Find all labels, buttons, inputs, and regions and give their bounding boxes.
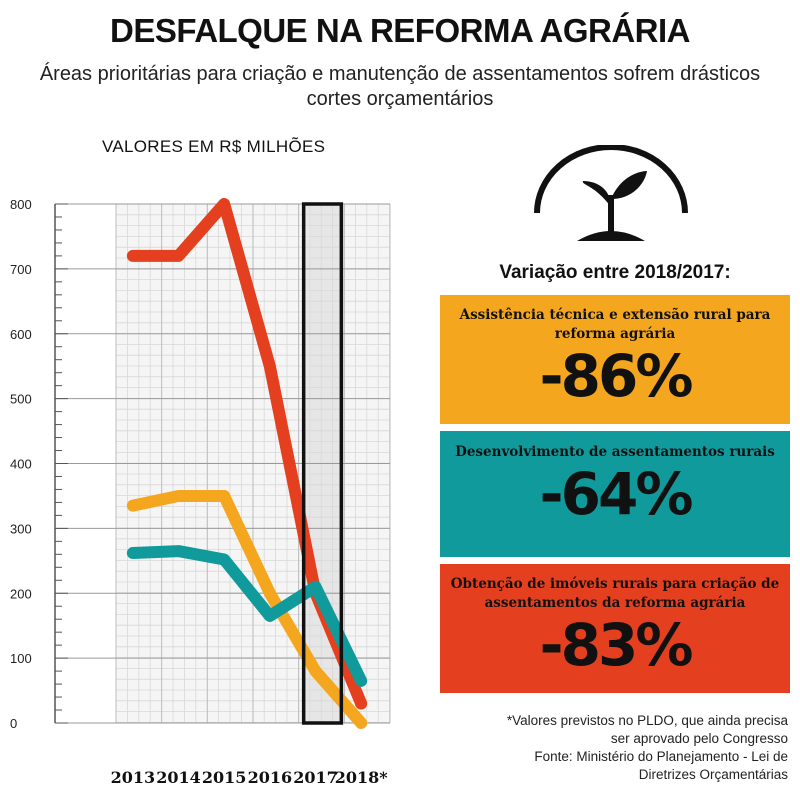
- source-line: Fonte: Ministério do Planejamento - Lei …: [534, 749, 788, 764]
- variation-card-desc: Desenvolvimento de assentamentos rurais: [455, 444, 775, 460]
- y-tick-label: 300: [10, 521, 32, 536]
- y-tick-label: 600: [10, 327, 32, 342]
- source-line: Diretrizes Orçamentárias: [638, 767, 788, 782]
- variation-card-desc: Assistência técnica e extensão rural par…: [459, 307, 771, 342]
- variation-card-desenvolvimento: Desenvolvimento de assentamentos rurais …: [440, 431, 790, 557]
- x-tick-label: 2015: [202, 768, 247, 787]
- variation-card-pct: -83%: [539, 611, 694, 679]
- variation-card-desc: Obtenção de imóveis rurais para criação …: [450, 576, 780, 611]
- footnote: *Valores previstos no PLDO, que ainda pr…: [428, 712, 788, 784]
- variation-card-pct: -86%: [539, 342, 694, 410]
- x-tick-label: 2014: [156, 768, 201, 787]
- x-tick-label: 2013: [111, 768, 156, 787]
- plant-sprout-icon: [534, 145, 688, 241]
- y-tick-label: 700: [10, 262, 32, 277]
- y-tick-label: 800: [10, 197, 32, 212]
- y-tick-label: 0: [10, 716, 17, 731]
- variation-card-obtencao: Obtenção de imóveis rurais para criação …: [440, 564, 790, 693]
- page-title: DESFALQUE NA REFORMA AGRÁRIA: [110, 12, 691, 49]
- series-line-2: [126, 489, 368, 729]
- series-line-3: [126, 545, 368, 687]
- y-tick-label: 500: [10, 392, 32, 407]
- footnote-line: ser aprovado pelo Congresso: [610, 731, 788, 746]
- page-subtitle: Áreas prioritárias para criação e manute…: [39, 63, 761, 110]
- x-tick-label: 2017: [293, 768, 338, 787]
- y-tick-label: 100: [10, 651, 32, 666]
- y-tick-label: 400: [10, 457, 32, 472]
- y-tick-label: 200: [10, 586, 32, 601]
- x-tick-label: 2018*: [335, 768, 389, 787]
- variation-label: Variação entre 2018/2017:: [499, 262, 731, 283]
- y-axis-unit-label: VALORES EM R$ MILHÕES: [102, 137, 326, 156]
- highlight-column-frame: [301, 202, 344, 725]
- variation-card-pct: -64%: [539, 460, 694, 528]
- variation-card-assistencia: Assistência técnica e extensão rural par…: [440, 295, 790, 424]
- x-tick-label: 2016: [248, 768, 293, 787]
- footnote-line: *Valores previstos no PLDO, que ainda pr…: [506, 713, 788, 728]
